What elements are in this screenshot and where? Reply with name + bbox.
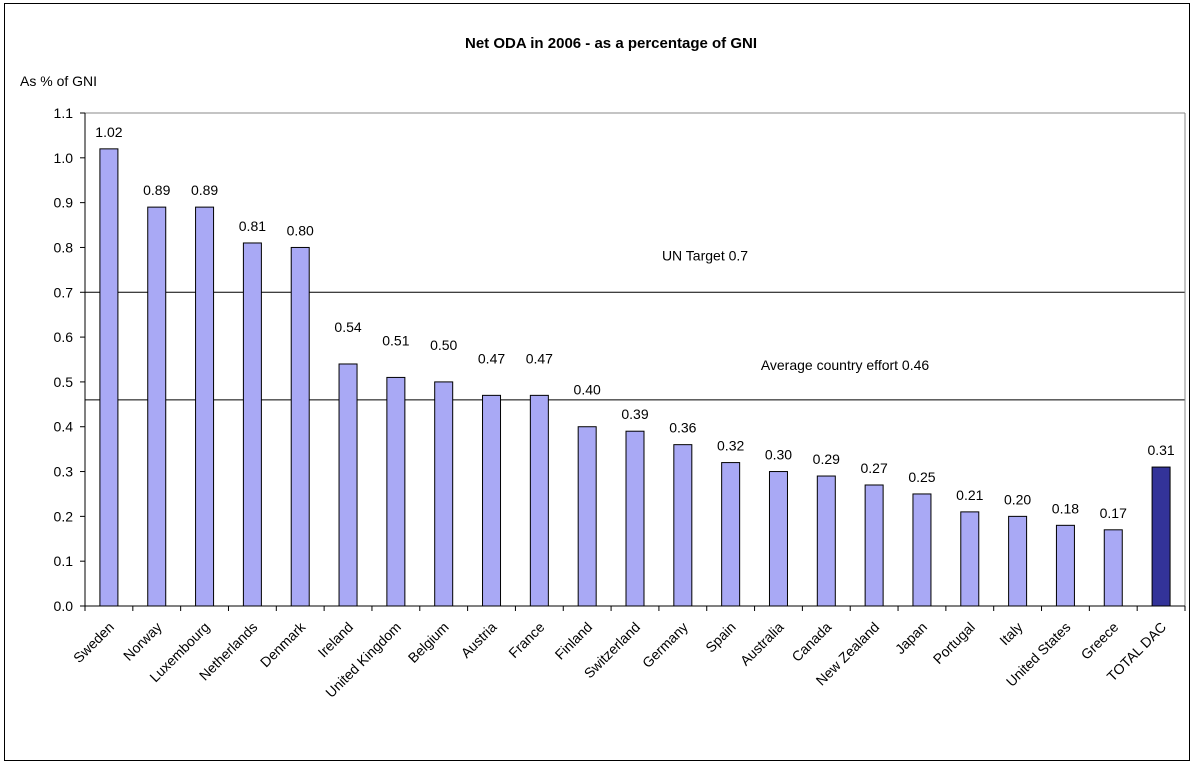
bar xyxy=(577,426,597,607)
x-tick-label: Austria xyxy=(458,619,500,661)
bar xyxy=(1008,515,1028,607)
bar xyxy=(242,242,262,607)
bar xyxy=(960,511,980,607)
data-label: 0.47 xyxy=(526,350,553,366)
data-label: 0.25 xyxy=(908,469,935,485)
y-tick-label: 0.4 xyxy=(54,419,74,435)
chart-title: Net ODA in 2006 - as a percentage of GNI xyxy=(465,35,757,52)
bar xyxy=(482,394,502,607)
bar xyxy=(673,444,693,607)
data-label: 0.21 xyxy=(956,487,983,503)
reference-line-label: Average country effort 0.46 xyxy=(761,357,930,373)
data-label: 0.29 xyxy=(813,451,840,467)
x-tick-label: Portugal xyxy=(930,619,978,667)
data-label: 0.39 xyxy=(621,406,648,422)
x-tick-label: Italy xyxy=(996,619,1025,648)
reference-lines: UN Target 0.7 Average country effort 0.46 xyxy=(85,247,1185,401)
data-label: 0.40 xyxy=(574,382,601,398)
data-label: 0.18 xyxy=(1052,500,1079,516)
axes xyxy=(80,112,1186,611)
x-tick-label: Denmark xyxy=(257,618,309,670)
bar xyxy=(290,246,310,607)
bar xyxy=(338,363,358,607)
x-tick-label: Australia xyxy=(737,619,787,669)
bar xyxy=(434,381,454,607)
data-label: 0.31 xyxy=(1147,442,1174,458)
x-tick-label: France xyxy=(505,619,547,661)
x-tick-label: Finland xyxy=(552,619,596,663)
data-label: 0.80 xyxy=(287,222,314,238)
data-label: 0.27 xyxy=(861,460,888,476)
y-tick-label: 0.9 xyxy=(54,195,74,211)
bar xyxy=(864,484,884,607)
x-tick-label: Sweden xyxy=(70,619,117,666)
data-label: 0.32 xyxy=(717,438,744,454)
bar xyxy=(625,430,645,607)
x-tick-label: Ireland xyxy=(315,619,357,661)
y-axis-label: As % of GNI xyxy=(20,73,97,89)
data-label: 0.89 xyxy=(143,182,170,198)
y-tick-label: 1.1 xyxy=(54,105,74,121)
bar xyxy=(386,376,406,607)
bar xyxy=(99,148,119,607)
value-labels: 1.02 0.89 0.89 0.81 0.80 0.54 0.51 0.50 0.47 0.47… xyxy=(95,124,1175,521)
data-label: 0.51 xyxy=(382,332,409,348)
data-label: 0.81 xyxy=(239,218,266,234)
data-label: 0.89 xyxy=(191,182,218,198)
y-tick-label: 1.0 xyxy=(54,150,74,166)
data-label: 0.20 xyxy=(1004,491,1031,507)
y-tick-label: 0.5 xyxy=(54,374,74,390)
bar xyxy=(147,206,167,607)
y-tick-label: 0.8 xyxy=(54,239,74,255)
x-tick-label: Japan xyxy=(892,619,930,657)
bar xyxy=(768,471,788,607)
y-tick-label: 0.6 xyxy=(54,329,74,345)
bar xyxy=(1151,466,1171,607)
data-label: 0.47 xyxy=(478,350,505,366)
x-tick-label: Germany xyxy=(639,619,691,671)
x-tick-label: Greece xyxy=(1078,619,1122,663)
y-tick-label: 0.3 xyxy=(54,464,74,480)
x-tick-label: Norway xyxy=(120,619,165,664)
y-tick-labels: 0.0 0.1 0.2 0.3 0.4 0.5 0.6 0.7 0.8 0.9 1.0 1.1 xyxy=(54,105,74,614)
reference-line-label: UN Target 0.7 xyxy=(662,247,748,263)
data-label: 1.02 xyxy=(95,124,122,140)
data-label: 0.30 xyxy=(765,447,792,463)
x-tick-label: Canada xyxy=(788,619,834,665)
y-tick-label: 0.1 xyxy=(54,553,74,569)
bar xyxy=(721,462,741,607)
bar xyxy=(529,394,549,607)
x-tick-label: Spain xyxy=(702,619,739,656)
bar xyxy=(816,475,836,607)
y-tick-label: 0.2 xyxy=(54,508,74,524)
data-label: 0.17 xyxy=(1100,505,1127,521)
data-label: 0.50 xyxy=(430,337,457,353)
bar xyxy=(195,206,215,607)
data-label: 0.54 xyxy=(334,319,361,335)
bar xyxy=(1103,529,1123,607)
bar xyxy=(912,493,932,607)
data-label: 0.36 xyxy=(669,420,696,436)
x-tick-labels: Sweden NorwayLuxembourgNetherlandsDenmark… xyxy=(70,618,1169,700)
x-tick-label: Belgium xyxy=(405,619,452,666)
y-tick-label: 0.7 xyxy=(54,284,74,300)
bar xyxy=(1055,524,1075,607)
y-tick-label: 0.0 xyxy=(54,598,74,614)
